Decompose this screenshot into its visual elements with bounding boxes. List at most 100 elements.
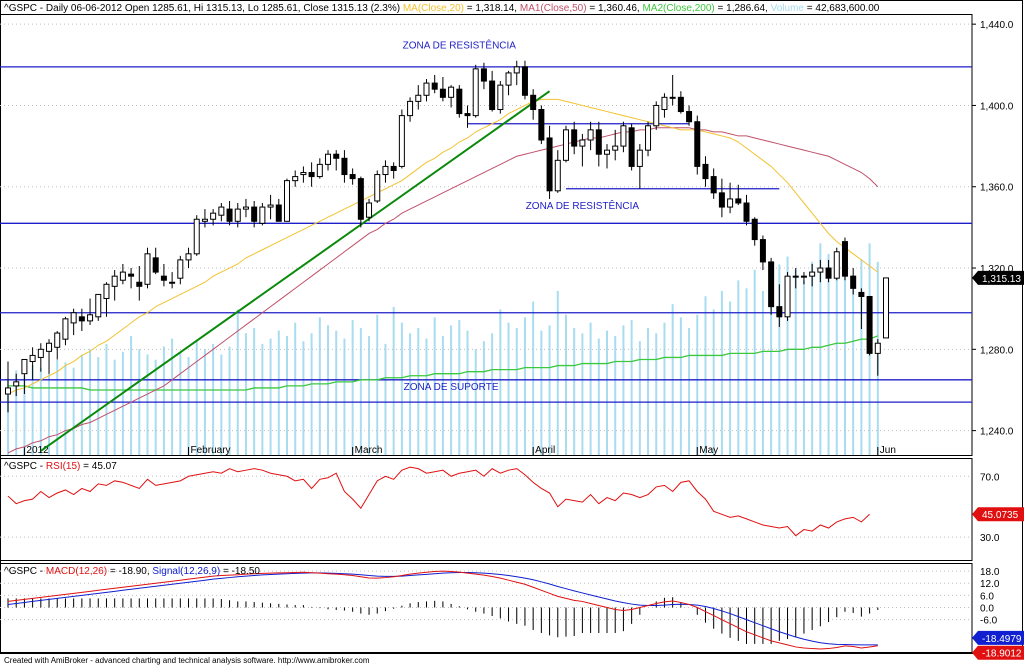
volume-bar <box>712 309 715 455</box>
volume-bar <box>441 335 444 455</box>
candle-down <box>743 202 750 222</box>
candle-up <box>653 104 660 127</box>
candle-up <box>505 72 512 86</box>
volume-bar <box>811 261 814 455</box>
volume-bar <box>597 338 600 455</box>
macd-value-label: -18.9012 <box>982 649 1022 660</box>
candle-up <box>87 314 94 322</box>
candle-up <box>374 174 381 202</box>
rsi-tick-label: 30.0 <box>980 533 1000 544</box>
volume-bar <box>228 346 231 455</box>
candle-down <box>341 157 348 176</box>
volume-bar <box>433 317 436 455</box>
candle-up <box>513 66 520 74</box>
candle-down <box>226 208 233 222</box>
volume-bar <box>827 253 830 455</box>
volume-bar <box>663 322 666 455</box>
candle-up <box>292 176 299 182</box>
volume-bar <box>7 380 9 455</box>
candle-down <box>776 306 783 318</box>
candle-up <box>883 277 889 339</box>
macd-tick-label: -6.0 <box>980 616 998 627</box>
volume-bar <box>581 333 584 455</box>
volume-bar <box>39 367 42 455</box>
x-tick-label: 2012 <box>26 445 49 456</box>
zone-label: ZONA DE RESISTÊNCIA <box>526 199 640 212</box>
volume-bar <box>556 290 559 455</box>
macd-value-label: -18.4979 <box>982 634 1022 645</box>
price-tick-label: 1,320.0 <box>980 264 1014 275</box>
volume-bar <box>121 351 124 455</box>
candle-up <box>669 96 676 99</box>
price-tick-label: 1,280.0 <box>980 345 1014 356</box>
volume-bar <box>220 354 223 455</box>
candle-up <box>809 271 816 277</box>
candle-down <box>710 176 717 194</box>
candle-up <box>407 100 414 117</box>
candle-up <box>21 358 28 375</box>
macd-header: ^GSPC - MACD(12,26) = -18.90, Signal(12,… <box>4 566 260 577</box>
volume-bar <box>253 327 256 455</box>
volume-bar <box>146 354 149 455</box>
volume-bar <box>786 256 789 455</box>
rsi-header: ^GSPC - RSI(15) = 45.07 <box>4 461 117 472</box>
volume-bar <box>212 343 215 455</box>
last-price-tag <box>972 270 1024 285</box>
volume-bar <box>679 317 682 455</box>
volume-bar <box>491 333 494 455</box>
candle-up <box>13 381 20 387</box>
volume-bar <box>130 335 133 455</box>
volume-bar <box>376 314 379 455</box>
candle-up <box>201 218 208 222</box>
volume-bar <box>269 338 272 455</box>
candle-up <box>727 198 734 208</box>
volume-bar <box>105 343 108 455</box>
rsi-value-label: 45.0735 <box>982 510 1019 521</box>
candle-up <box>620 125 627 147</box>
candle-up <box>366 202 373 218</box>
candle-up <box>103 283 110 300</box>
zone-label: ZONA DE SUPORTE <box>404 382 499 393</box>
volume-bar <box>720 290 723 455</box>
candle-down <box>480 68 487 82</box>
rsi-tick-label: 70.0 <box>980 472 1000 483</box>
candle-up <box>185 253 192 261</box>
volume-bar <box>589 322 592 455</box>
volume-bar <box>647 327 650 455</box>
volume-bar <box>425 338 428 455</box>
volume-bar <box>729 301 732 455</box>
ma50-line <box>7 127 879 454</box>
candle-down <box>489 80 496 111</box>
candle-up <box>554 159 561 192</box>
candle-up <box>784 275 791 318</box>
volume-bar <box>154 359 157 455</box>
candle-down <box>759 239 766 263</box>
volume-bar <box>368 335 371 455</box>
candle-up <box>792 275 799 278</box>
candle-up <box>874 342 881 354</box>
candle-up <box>70 312 77 324</box>
volume-bar <box>507 322 510 455</box>
candle-down <box>160 275 167 281</box>
volume-bar <box>614 335 617 455</box>
candle-up <box>95 293 102 318</box>
outer-frame <box>0 0 1023 654</box>
candle-down <box>136 281 143 287</box>
volume-bar <box>294 322 297 455</box>
candle-down <box>521 66 528 96</box>
volume-bar <box>56 359 59 455</box>
volume-bar <box>417 327 420 455</box>
volume-bar <box>310 333 313 455</box>
volume-bar <box>384 343 387 455</box>
volume-bar <box>688 327 691 455</box>
volume-bar <box>277 330 280 455</box>
x-tick-label: Jun <box>880 445 896 456</box>
candle-up <box>169 281 176 284</box>
volume-bar <box>745 288 748 455</box>
rsi-line <box>7 466 870 537</box>
volume-bar <box>573 327 576 455</box>
price-pane-frame <box>0 14 973 456</box>
candle-down <box>718 192 725 208</box>
